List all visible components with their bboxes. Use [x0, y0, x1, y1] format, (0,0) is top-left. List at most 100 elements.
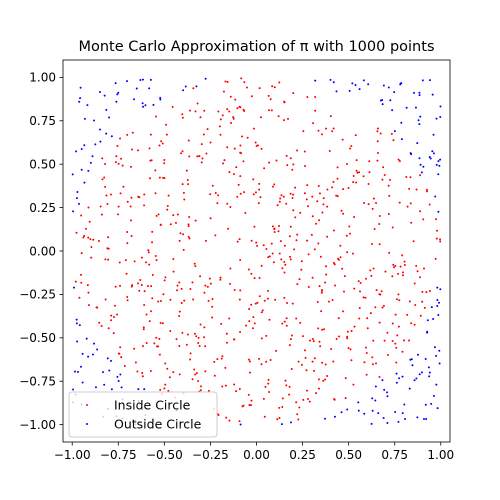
inside-point — [120, 356, 123, 359]
inside-point — [148, 320, 151, 323]
outside-point — [116, 93, 119, 96]
inside-point — [311, 338, 314, 341]
inside-point — [206, 285, 209, 288]
inside-point — [172, 257, 175, 260]
inside-point — [199, 323, 202, 326]
inside-point — [402, 271, 404, 274]
inside-point — [391, 340, 394, 343]
outside-point — [437, 160, 440, 163]
inside-point — [289, 192, 292, 195]
inside-point — [281, 267, 284, 270]
inside-point — [362, 296, 365, 299]
inside-point — [103, 176, 106, 179]
inside-point — [219, 133, 222, 136]
x-tick-label: −1.00 — [54, 448, 91, 462]
inside-point — [254, 191, 257, 194]
outside-point — [116, 375, 119, 378]
inside-point — [391, 322, 394, 325]
outside-point — [81, 381, 84, 384]
inside-point — [242, 160, 245, 163]
inside-point — [315, 392, 318, 395]
inside-point — [307, 286, 310, 289]
inside-point — [194, 265, 197, 268]
inside-point — [264, 385, 267, 388]
inside-point — [306, 96, 309, 99]
inside-point — [204, 345, 207, 348]
inside-point — [155, 259, 158, 262]
outside-point — [105, 108, 108, 111]
outside-point — [73, 370, 76, 373]
inside-point — [370, 274, 373, 277]
outside-point — [143, 388, 146, 391]
inside-point — [318, 219, 321, 222]
inside-point — [419, 314, 422, 317]
inside-point — [258, 87, 261, 90]
inside-point — [142, 328, 145, 331]
outside-point — [75, 318, 78, 321]
outside-point — [401, 412, 404, 415]
inside-point — [350, 145, 353, 148]
inside-point — [346, 335, 349, 338]
inside-point — [247, 393, 250, 396]
inside-point — [265, 334, 268, 337]
inside-point — [311, 360, 314, 363]
inside-point — [253, 277, 256, 280]
inside-point — [188, 215, 191, 218]
outside-point — [430, 306, 433, 309]
outside-point — [83, 117, 86, 120]
inside-point — [271, 252, 274, 255]
inside-point — [244, 211, 247, 214]
inside-point — [263, 299, 266, 302]
inside-point — [126, 299, 129, 302]
outside-point — [381, 103, 384, 106]
inside-point — [247, 268, 250, 271]
inside-point — [112, 332, 115, 335]
outside-point — [87, 169, 90, 172]
inside-point — [151, 297, 154, 300]
inside-point — [189, 288, 192, 291]
inside-point — [314, 109, 317, 112]
outside-point — [435, 117, 438, 120]
outside-point — [381, 379, 384, 382]
inside-point — [332, 127, 335, 130]
inside-point — [159, 388, 162, 391]
inside-point — [130, 148, 133, 151]
inside-point — [302, 398, 305, 401]
outside-point — [105, 132, 108, 135]
inside-point — [172, 371, 175, 374]
inside-point — [150, 159, 153, 162]
inside-point — [273, 183, 276, 186]
inside-point — [169, 223, 172, 226]
inside-point — [216, 358, 219, 361]
inside-point — [283, 271, 286, 274]
outside-point — [393, 91, 396, 94]
inside-point — [189, 352, 192, 355]
inside-point — [187, 139, 190, 142]
outside-point — [415, 377, 418, 380]
outside-point — [71, 173, 74, 176]
inside-point — [126, 200, 129, 203]
inside-point — [194, 110, 197, 113]
inside-point — [378, 223, 381, 225]
inside-point — [372, 339, 375, 342]
outside-point — [429, 157, 432, 160]
outside-point — [421, 79, 424, 82]
outside-point — [119, 373, 122, 376]
inside-point — [325, 273, 328, 276]
inside-point — [341, 138, 344, 141]
inside-point — [313, 369, 316, 372]
outside-point — [439, 158, 442, 161]
inside-point — [250, 399, 253, 402]
inside-point — [247, 358, 250, 361]
inside-point — [178, 281, 181, 284]
inside-point — [435, 229, 438, 232]
inside-point — [394, 313, 397, 316]
inside-point — [252, 193, 255, 196]
outside-point — [117, 91, 120, 94]
inside-point — [275, 349, 278, 352]
outside-point — [98, 128, 101, 131]
inside-point — [325, 127, 328, 130]
y-axis: 1.00 0.75 0.50 0.25 0.00 −0.25 −0.50 −0.75 −1.00 — [19, 71, 63, 432]
inside-point — [267, 256, 270, 259]
inside-point — [419, 276, 422, 279]
